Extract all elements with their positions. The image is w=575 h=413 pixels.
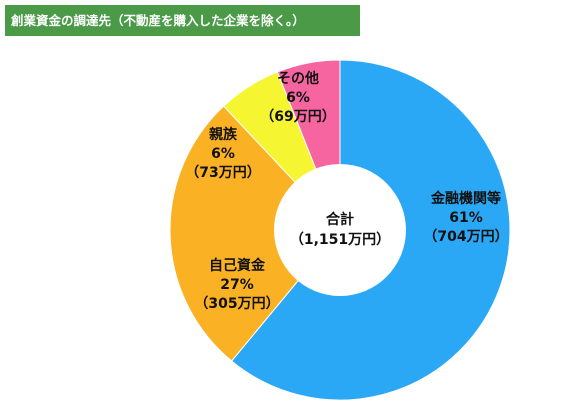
slice-label-percent-4: 6% <box>286 90 310 106</box>
slice-label-value-3: （73万円） <box>185 165 260 181</box>
slice-label-percent-3: 6% <box>211 146 235 162</box>
slice-label-value-1: （704万円） <box>423 229 508 245</box>
donut-hole <box>274 164 406 296</box>
slice-label-value-2: （305万円） <box>194 296 279 312</box>
center-total-label: 合計 <box>326 211 354 228</box>
slice-label-name-4: その他 <box>277 70 319 87</box>
slice-label-name-1: 金融機関等 <box>430 190 501 207</box>
slice-label-name-2: 自己資金 <box>209 257 266 274</box>
slice-2 <box>169 105 341 362</box>
center-total-value: （1,151万円） <box>290 232 390 248</box>
labels-group: 金融機関等 61% （704万円） 自己資金 27% （305万円） 親族 6% （73万円） そ… <box>185 70 508 312</box>
chart-title: 創業資金の調達先（不動産を購入した企業を除く。） <box>5 5 360 36</box>
slice-label-value-4: （69万円） <box>260 109 335 125</box>
slice-label-percent-1: 61% <box>449 210 483 226</box>
slice-label-percent-2: 27% <box>220 277 254 293</box>
slice-label-name-3: 親族 <box>209 126 238 143</box>
